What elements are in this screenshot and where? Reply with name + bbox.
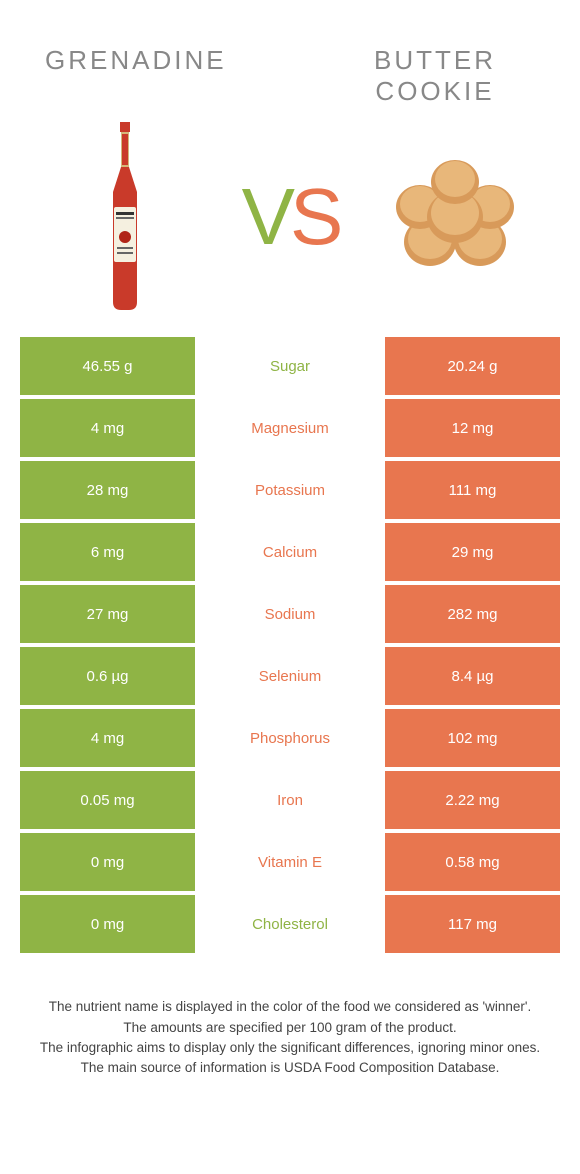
cell-left-value: 27 mg	[20, 585, 195, 643]
cell-left-value: 0 mg	[20, 833, 195, 891]
cell-nutrient-name: Cholesterol	[195, 895, 385, 953]
cell-nutrient-name: Magnesium	[195, 399, 385, 457]
cell-left-value: 28 mg	[20, 461, 195, 519]
table-row: 4 mgMagnesium12 mg	[20, 399, 560, 457]
cell-right-value: 12 mg	[385, 399, 560, 457]
cell-nutrient-name: Sugar	[195, 337, 385, 395]
right-image	[380, 117, 530, 317]
table-row: 27 mgSodium282 mg	[20, 585, 560, 643]
cell-right-value: 111 mg	[385, 461, 560, 519]
table-row: 46.55 gSugar20.24 g	[20, 337, 560, 395]
title-right: BUTTER COOKIE	[350, 45, 520, 107]
cell-left-value: 46.55 g	[20, 337, 195, 395]
cell-left-value: 0 mg	[20, 895, 195, 953]
footer-line-3: The infographic aims to display only the…	[30, 1038, 550, 1058]
left-image	[50, 117, 200, 317]
vs-text: VS	[242, 171, 339, 263]
cell-left-value: 4 mg	[20, 399, 195, 457]
cell-left-value: 0.6 µg	[20, 647, 195, 705]
cell-right-value: 117 mg	[385, 895, 560, 953]
comparison-table: 46.55 gSugar20.24 g4 mgMagnesium12 mg28 …	[20, 337, 560, 953]
cell-nutrient-name: Phosphorus	[195, 709, 385, 767]
cell-right-value: 20.24 g	[385, 337, 560, 395]
cell-right-value: 282 mg	[385, 585, 560, 643]
butter-cookies-icon	[380, 157, 530, 277]
cell-right-value: 2.22 mg	[385, 771, 560, 829]
grenadine-bottle-icon	[100, 122, 150, 312]
cell-right-value: 102 mg	[385, 709, 560, 767]
cell-nutrient-name: Calcium	[195, 523, 385, 581]
cell-nutrient-name: Vitamin E	[195, 833, 385, 891]
footer-notes: The nutrient name is displayed in the co…	[0, 957, 580, 1078]
table-row: 6 mgCalcium29 mg	[20, 523, 560, 581]
cell-nutrient-name: Selenium	[195, 647, 385, 705]
table-row: 0.6 µgSelenium8.4 µg	[20, 647, 560, 705]
cell-nutrient-name: Sodium	[195, 585, 385, 643]
table-row: 0 mgVitamin E0.58 mg	[20, 833, 560, 891]
image-row: VS	[0, 107, 580, 337]
footer-line-2: The amounts are specified per 100 gram o…	[30, 1018, 550, 1038]
footer-line-1: The nutrient name is displayed in the co…	[30, 997, 550, 1017]
title-left: GRENADINE	[45, 45, 227, 76]
table-row: 28 mgPotassium111 mg	[20, 461, 560, 519]
table-row: 0.05 mgIron2.22 mg	[20, 771, 560, 829]
cell-nutrient-name: Iron	[195, 771, 385, 829]
cell-left-value: 0.05 mg	[20, 771, 195, 829]
cell-nutrient-name: Potassium	[195, 461, 385, 519]
table-row: 4 mgPhosphorus102 mg	[20, 709, 560, 767]
cell-left-value: 6 mg	[20, 523, 195, 581]
cell-right-value: 8.4 µg	[385, 647, 560, 705]
header-titles: GRENADINE BUTTER COOKIE	[0, 0, 580, 107]
cell-left-value: 4 mg	[20, 709, 195, 767]
table-row: 0 mgCholesterol117 mg	[20, 895, 560, 953]
cell-right-value: 0.58 mg	[385, 833, 560, 891]
cell-right-value: 29 mg	[385, 523, 560, 581]
footer-line-4: The main source of information is USDA F…	[30, 1058, 550, 1078]
